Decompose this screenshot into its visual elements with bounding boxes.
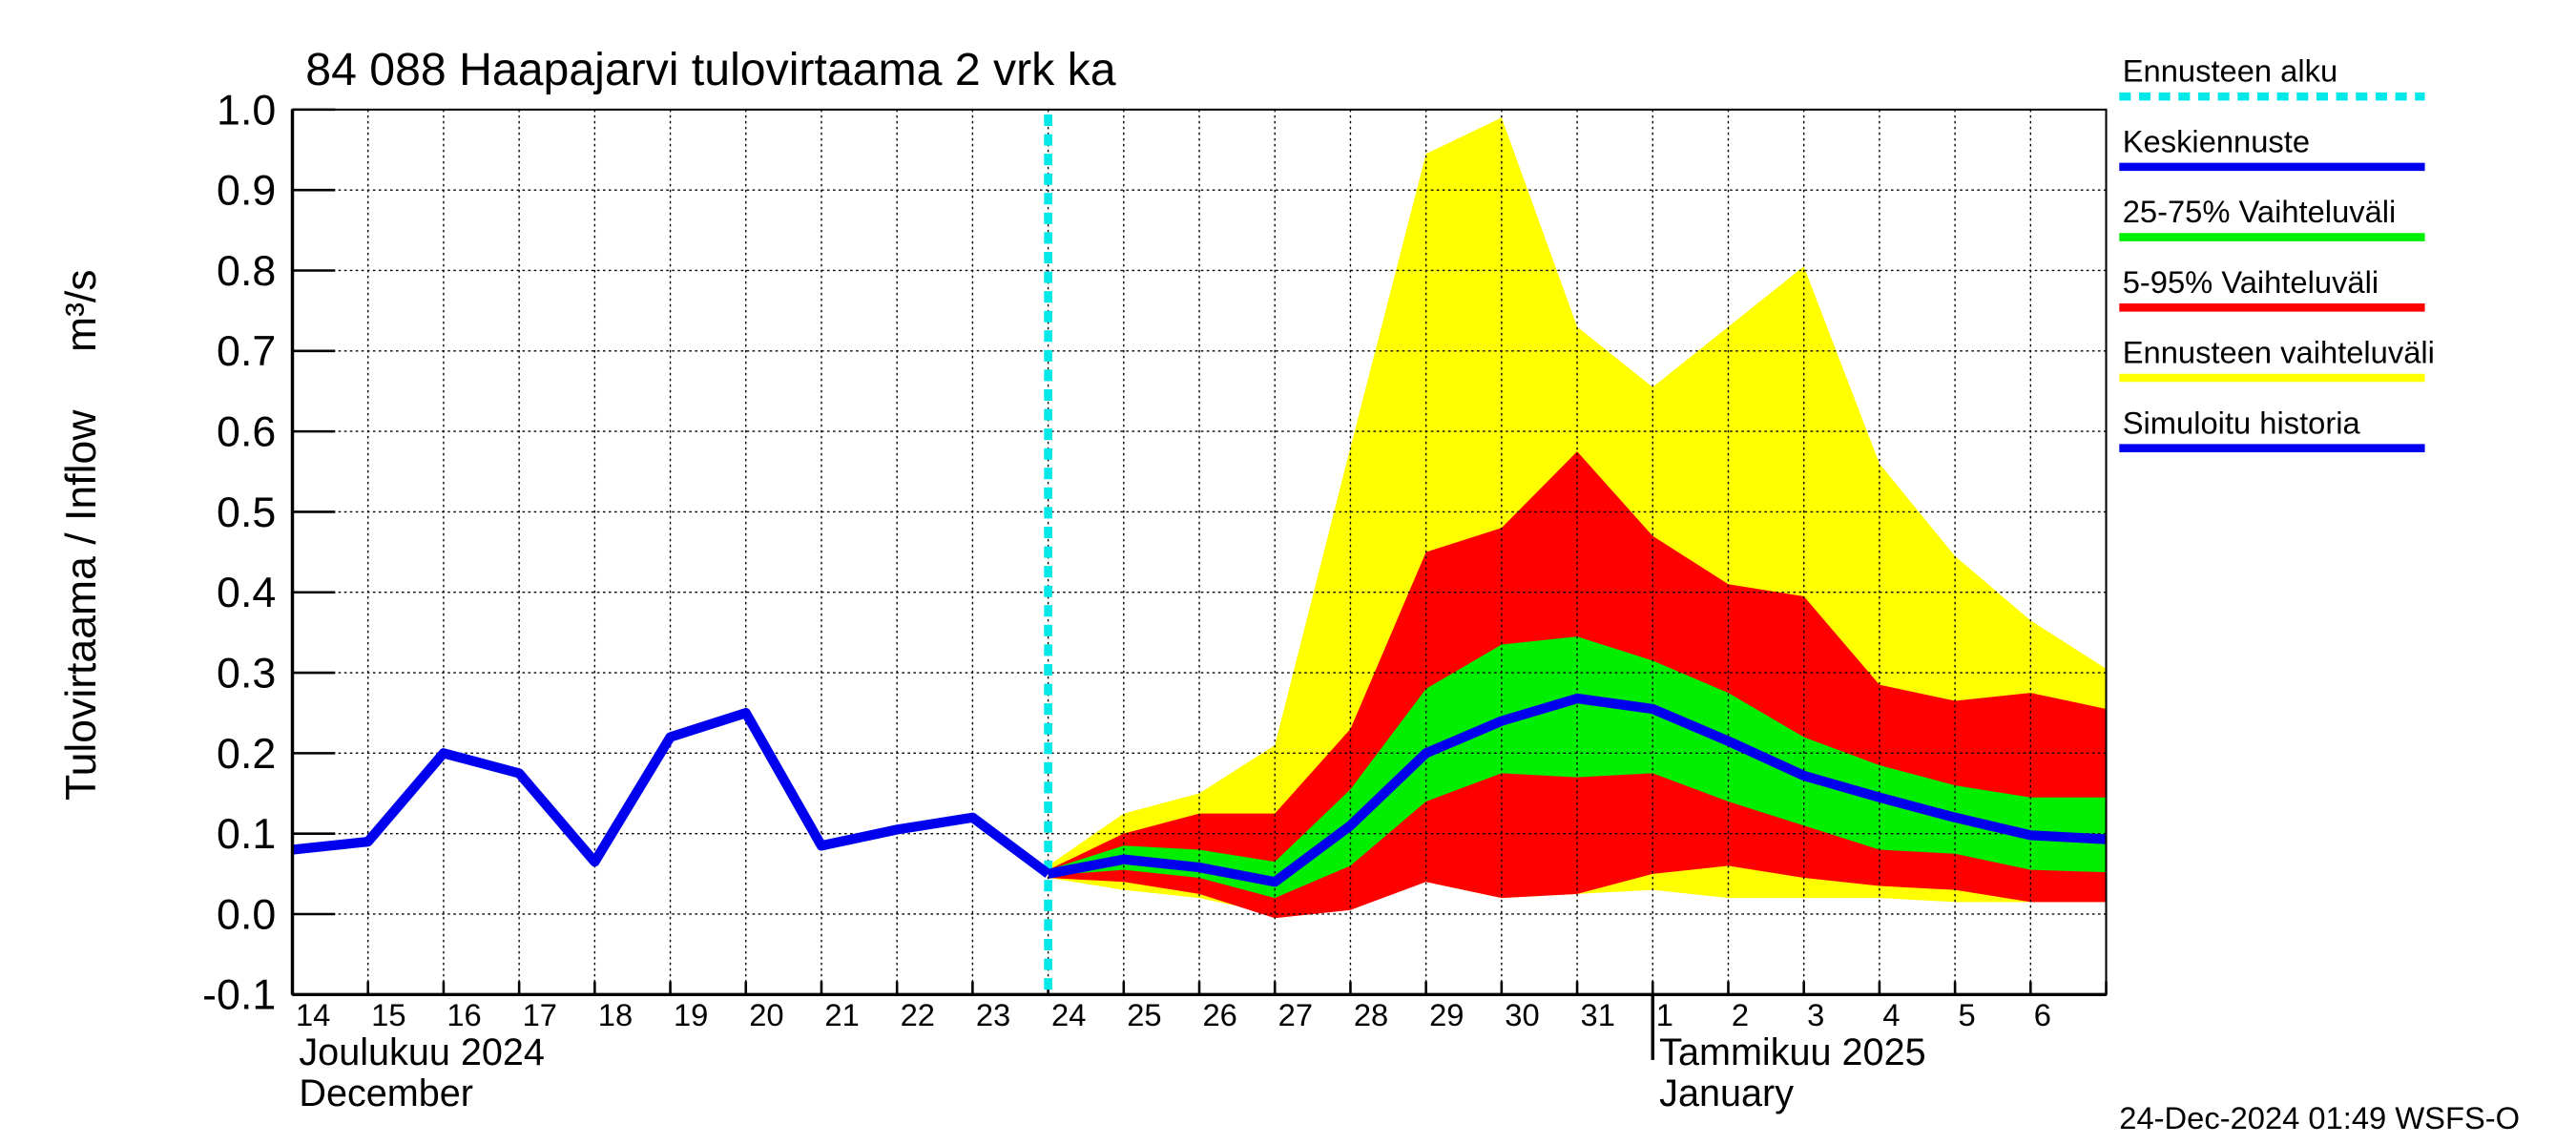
line: [1047, 693, 2107, 887]
x-tick-label: 4: [1882, 997, 1900, 1032]
y-tick-label: 0.8: [217, 248, 276, 295]
y-tick-label: 0.5: [217, 489, 276, 536]
x-tick-label: 5: [1959, 997, 1976, 1032]
x-tick-label: 30: [1505, 997, 1539, 1032]
y-tick-label: 0.1: [217, 811, 276, 858]
x-tick-label: 23: [976, 997, 1010, 1032]
line: [291, 708, 1051, 878]
x-tick-label: 24: [1051, 997, 1086, 1032]
legend-label: Ennusteen vaihteluväli: [2123, 335, 2435, 370]
x-tick-label: 20: [749, 997, 783, 1032]
x-tick-label: 31: [1581, 997, 1615, 1032]
legend-label: 25-75% Vaihteluväli: [2123, 194, 2397, 229]
y-tick-label: 0.6: [217, 409, 276, 456]
legend-label: Keskiennuste: [2123, 123, 2310, 158]
x-tick-label: 15: [371, 997, 405, 1032]
month-label: January: [1659, 1072, 1794, 1114]
y-axis-label: Tulovirtaama / Inflow: [58, 409, 105, 801]
y-label-group: Tulovirtaama / Inflow m³/s: [58, 269, 105, 801]
legend-label: Simuloitu historia: [2123, 405, 2361, 440]
y-tick-label: 1.0: [217, 87, 276, 134]
x-tick-label: 21: [824, 997, 859, 1032]
x-tick-label: 19: [674, 997, 708, 1032]
x-tick-label: 22: [901, 997, 935, 1032]
y-tick-label: 0.3: [217, 651, 276, 697]
legend-label: Ennusteen alku: [2123, 53, 2337, 89]
y-tick-label: 0.0: [217, 891, 276, 938]
x-tick-label: 26: [1202, 997, 1236, 1032]
month-label: Tammikuu 2025: [1659, 1031, 1925, 1073]
x-tick-label: 6: [2034, 997, 2051, 1032]
month-label: December: [299, 1072, 473, 1114]
legend-label: 5-95% Vaihteluväli: [2123, 264, 2379, 300]
x-tick-label: 2: [1732, 997, 1749, 1032]
band-area: [1048, 636, 2107, 899]
x-tick-label: 27: [1278, 997, 1313, 1032]
x-tick-label: 25: [1127, 997, 1161, 1032]
footer: 24-Dec-2024 01:49 WSFS-O: [2119, 1100, 2520, 1135]
x-tick-label: 28: [1354, 997, 1388, 1032]
y-tick-label: 0.2: [217, 731, 276, 778]
month-label: Joulukuu 2024: [299, 1031, 545, 1073]
x-tick-label: 29: [1429, 997, 1464, 1032]
x-tick-label: 3: [1807, 997, 1824, 1032]
x-tick-label: 17: [523, 997, 557, 1032]
y-tick-label: 0.9: [217, 168, 276, 215]
x-tick-label: 18: [598, 997, 633, 1032]
y-axis-unit: m³/s: [58, 269, 105, 352]
y-tick-label: 0.7: [217, 328, 276, 375]
y-tick-label: 0.4: [217, 570, 276, 616]
y-tick-label: -0.1: [202, 972, 276, 1019]
x-tick-label: 16: [447, 997, 481, 1032]
x-tick-label: 14: [296, 997, 330, 1032]
chart-title: 84 088 Haapajarvi tulovirtaama 2 vrk ka: [305, 44, 1116, 95]
x-tick-label: 1: [1656, 997, 1673, 1032]
